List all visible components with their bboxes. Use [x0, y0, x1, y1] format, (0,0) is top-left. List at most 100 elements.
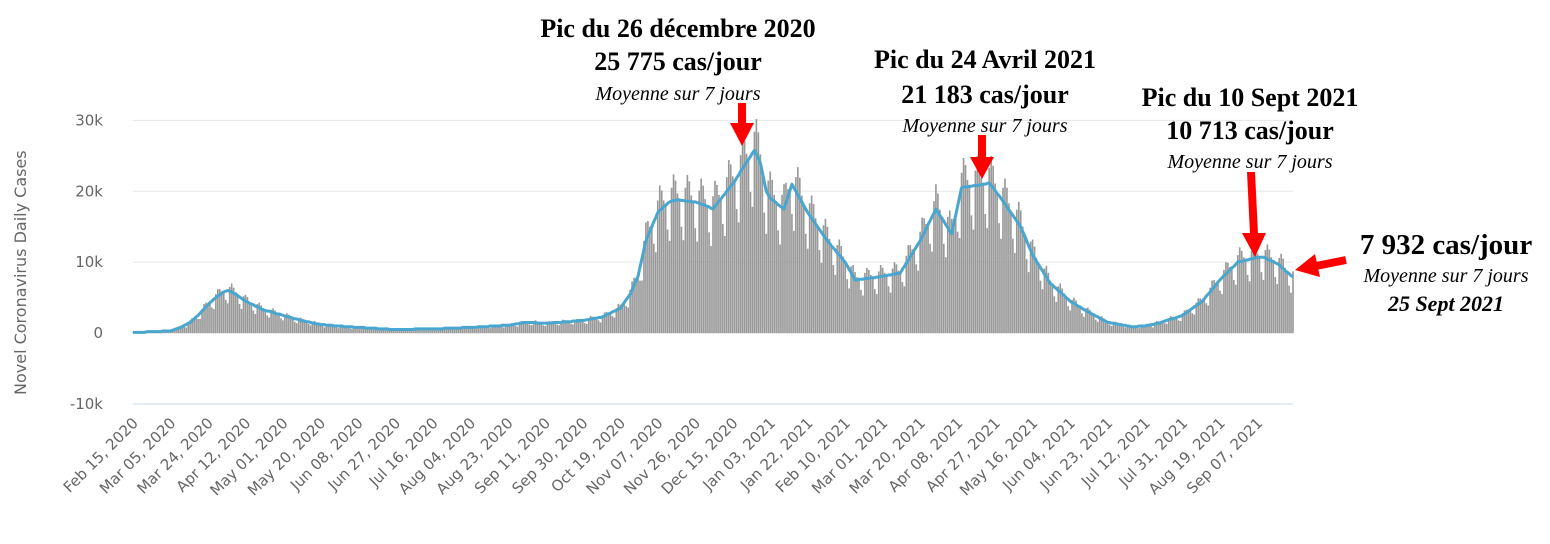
bar [469, 327, 472, 334]
bar [1039, 280, 1042, 334]
bar [591, 316, 594, 334]
bar [733, 181, 736, 334]
bar [1197, 298, 1200, 334]
bar [822, 225, 825, 334]
bar [1254, 246, 1257, 334]
bar [660, 190, 663, 334]
bar [1215, 282, 1217, 334]
bar [1227, 262, 1229, 334]
bar [518, 322, 521, 334]
bar [177, 327, 180, 334]
bar [579, 319, 582, 334]
annotation-text: Moyenne sur 7 jours [1363, 265, 1529, 287]
bar [224, 299, 227, 334]
bar [1246, 274, 1249, 334]
bar [925, 223, 927, 334]
bar [193, 318, 195, 334]
bar [510, 323, 513, 334]
bar [651, 226, 653, 334]
bar [749, 191, 752, 334]
bar [674, 180, 677, 334]
bar [538, 322, 541, 334]
bar [487, 328, 489, 334]
bar [615, 308, 618, 334]
bar [696, 241, 699, 334]
bar [1012, 238, 1014, 334]
bar [288, 314, 290, 334]
bar [998, 223, 1000, 334]
bar [643, 240, 645, 334]
bar [1092, 314, 1095, 334]
bar [299, 317, 302, 334]
bar [222, 291, 225, 334]
bar [597, 320, 600, 334]
bar [1161, 321, 1164, 334]
bar [966, 179, 969, 334]
bar [589, 316, 592, 334]
bar [787, 189, 789, 334]
bar [1185, 309, 1188, 334]
bar [286, 313, 288, 334]
bar [337, 328, 339, 334]
bar [727, 160, 730, 334]
bar [467, 326, 470, 334]
bar [554, 322, 557, 334]
bar [858, 279, 860, 334]
y-tick-label: -10k [70, 395, 103, 413]
bar [495, 324, 497, 334]
bar [402, 329, 405, 334]
bar [1053, 296, 1056, 334]
bar [333, 326, 336, 334]
bar [623, 302, 626, 334]
bar [581, 320, 584, 334]
bar [1262, 279, 1265, 334]
bar [548, 321, 551, 334]
bar [370, 327, 373, 334]
bar [1047, 272, 1050, 334]
bar [763, 212, 766, 334]
bar [1029, 241, 1032, 334]
bar [844, 262, 847, 334]
bar [828, 238, 831, 334]
bar [291, 318, 294, 334]
bar [978, 162, 981, 334]
bar [179, 327, 182, 334]
bar [1209, 287, 1211, 334]
annotations: Pic du 26 décembre 2020 25 775 cas/jour Mo… [540, 14, 1532, 316]
bar [414, 328, 416, 334]
bar [1187, 309, 1190, 334]
bar [747, 159, 750, 334]
bar [339, 325, 341, 334]
bar [1045, 265, 1048, 334]
bar [364, 329, 367, 334]
bar [351, 328, 353, 334]
bar [1106, 322, 1109, 334]
bar [834, 274, 837, 334]
arrow-head [970, 157, 994, 179]
bar [1189, 309, 1192, 334]
bar [566, 321, 568, 334]
bar [258, 302, 261, 334]
bar [637, 276, 639, 334]
bar [729, 164, 732, 334]
annotation-text: Pic du 10 Sept 2021 [1142, 83, 1359, 112]
bar [684, 187, 687, 334]
bar [471, 327, 474, 334]
bar [1264, 250, 1267, 334]
bar [948, 210, 951, 334]
bar [264, 310, 267, 334]
bar [1063, 293, 1065, 334]
y-title-clip: Novel Coronavirus Daily Cases [11, 150, 30, 395]
bar [416, 328, 418, 334]
bar [234, 291, 237, 334]
annotation-text: Moyenne sur 7 jours [902, 115, 1068, 137]
bar [240, 308, 243, 334]
bar [512, 324, 515, 334]
bar [451, 327, 454, 334]
bar [777, 230, 779, 334]
bar [962, 157, 965, 334]
bar [321, 326, 324, 334]
bar [207, 303, 209, 334]
bar [246, 296, 249, 334]
